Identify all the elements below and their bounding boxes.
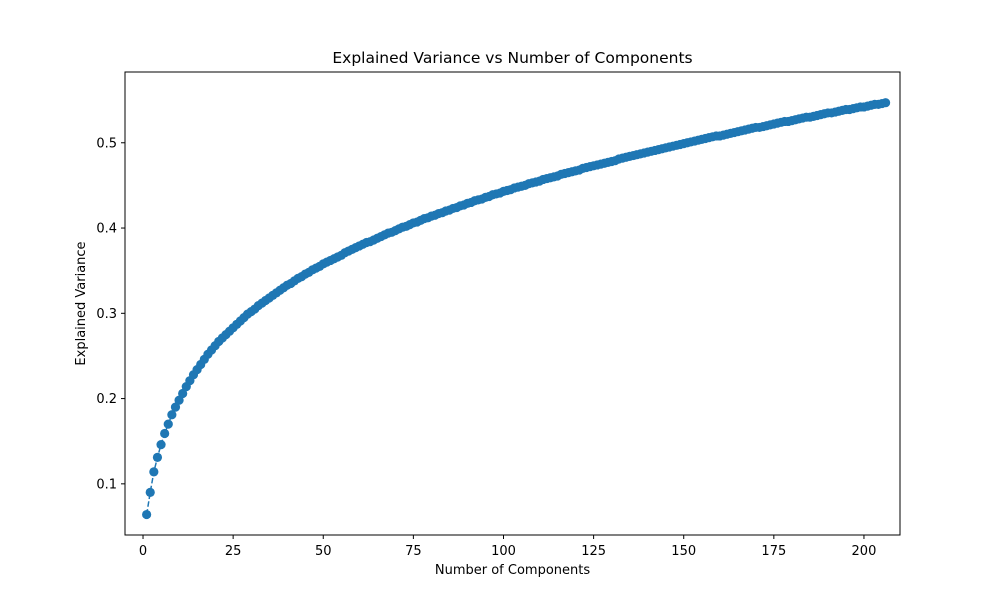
x-tick-label: 25	[225, 544, 242, 559]
data-point	[145, 487, 155, 497]
data-point	[163, 419, 173, 429]
plot-layer	[142, 98, 891, 520]
data-point	[880, 98, 891, 108]
x-tick-label: 50	[315, 544, 332, 559]
plot-frame	[124, 71, 901, 536]
y-tick-label: 0.3	[96, 307, 117, 322]
y-axis-title: Explained Variance	[74, 241, 89, 365]
y-tick-label: 0.2	[96, 392, 117, 407]
data-point	[174, 395, 184, 405]
data-point	[178, 388, 188, 399]
x-tick-label: 200	[852, 544, 877, 559]
data-point	[170, 402, 181, 412]
data-point	[160, 428, 170, 439]
x-tick-label: 75	[405, 544, 422, 559]
data-point	[167, 410, 177, 420]
chart-title: Explained Variance vs Number of Componen…	[332, 49, 692, 67]
y-tick-label: 0.5	[96, 136, 117, 151]
x-tick-label: 150	[671, 544, 696, 559]
x-tick-label: 125	[581, 544, 606, 559]
y-tick-label: 0.1	[96, 477, 117, 492]
axes-layer: 0 25 50 75 100 125 150 175 200 0.1 0.2 0.3 0.4 0.5	[96, 136, 876, 559]
data-point	[149, 467, 159, 477]
data-point	[152, 452, 163, 463]
x-tick-label: 100	[491, 544, 516, 559]
x-tick-label: 175	[761, 544, 786, 559]
y-tick-label: 0.4	[96, 222, 117, 237]
x-tick-label: 0	[139, 544, 147, 559]
data-point	[142, 509, 152, 520]
data-point	[156, 440, 166, 450]
x-axis-title: Number of Components	[435, 563, 590, 578]
